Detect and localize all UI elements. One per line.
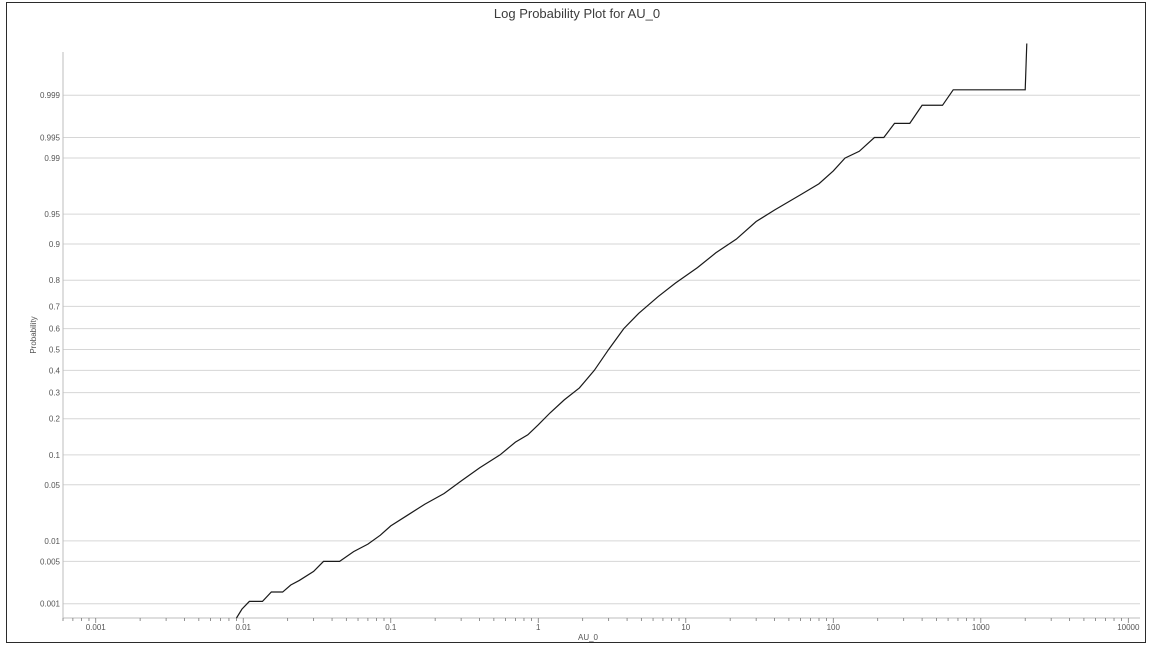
x-tick-label: 1000 [972, 623, 990, 632]
y-tick-label: 0.6 [49, 325, 61, 334]
x-tick-label: 0.001 [86, 623, 107, 632]
x-tick-label: 100 [827, 623, 841, 632]
y-tick-label: 0.999 [40, 91, 61, 100]
x-tick-label: 1 [536, 623, 541, 632]
x-tick-label: 10 [681, 623, 690, 632]
y-tick-label: 0.3 [49, 389, 61, 398]
chart-title: Log Probability Plot for AU_0 [493, 6, 661, 21]
y-tick-label: 0.8 [49, 276, 61, 285]
x-tick-labels: 0.001 0.01 0.1 1 10 100 1000 10000 [86, 623, 1140, 632]
y-tick-label: 0.5 [49, 345, 61, 354]
x-axis-label: AU_0 [578, 633, 599, 642]
chart-frame [6, 2, 1146, 643]
y-tick-label: 0.005 [40, 557, 61, 566]
y-tick-label: 0.9 [49, 240, 61, 249]
x-tick-label: 0.01 [235, 623, 251, 632]
y-tick-label: 0.01 [44, 537, 60, 546]
y-axis-label: Probability [29, 316, 38, 353]
y-tick-label: 0.995 [40, 134, 61, 143]
y-tick-label: 0.001 [40, 600, 61, 609]
y-tick-labels: 0.001 0.005 0.01 0.05 0.1 0.2 0.3 0.4 0.5 0.6 0.7 0… [40, 91, 61, 609]
x-tick-label: 0.1 [385, 623, 397, 632]
series-line [235, 43, 1028, 619]
x-tick-label: 10000 [1117, 623, 1140, 632]
y-tick-label: 0.2 [49, 415, 61, 424]
y-tick-label: 0.1 [49, 451, 61, 460]
y-tick-label: 0.95 [44, 210, 60, 219]
grid-layer [62, 52, 1140, 623]
y-tick-label: 0.4 [49, 366, 61, 375]
y-tick-label: 0.05 [44, 481, 60, 490]
y-tick-label: 0.99 [44, 154, 60, 163]
y-tick-label: 0.7 [49, 302, 61, 311]
